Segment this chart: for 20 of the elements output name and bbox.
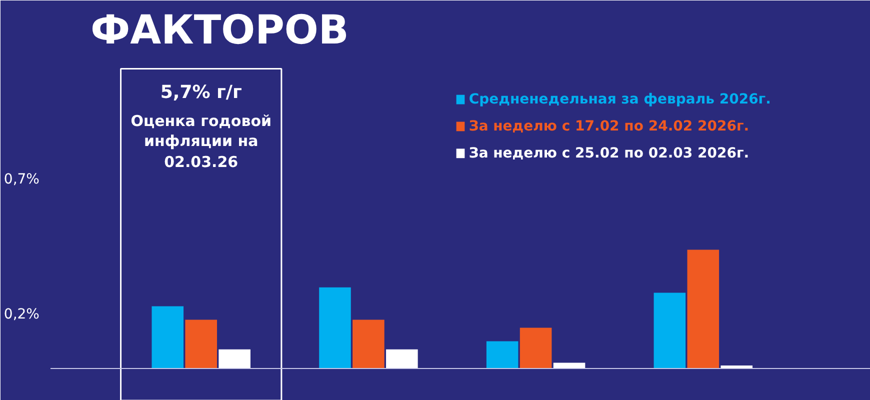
bar (486, 341, 518, 368)
bar (352, 320, 384, 368)
y-tick-label: 0,7% (4, 172, 40, 188)
bar (152, 306, 184, 368)
legend-label: За неделю с 25.02 по 02.03 2026г. (468, 145, 750, 162)
bar (386, 349, 418, 368)
y-tick-label: 0,2% (4, 306, 40, 322)
annotation: 5,7% г/г (160, 82, 242, 104)
bar (185, 320, 218, 368)
bar (520, 328, 552, 368)
bar (319, 287, 351, 368)
annotation: Оценка годовой инфляции на 02.03.26 (130, 112, 272, 171)
bar (654, 292, 686, 368)
bar (553, 362, 586, 368)
bar (720, 365, 753, 368)
chart-title: ФАКТОРОВ (90, 8, 349, 54)
legend-label: Средненедельная за февраль 2026г. (468, 92, 771, 108)
bar (687, 250, 720, 368)
bar (218, 349, 250, 368)
legend-label: За неделю с 17.02 по 24.02 2026г. (468, 118, 750, 134)
